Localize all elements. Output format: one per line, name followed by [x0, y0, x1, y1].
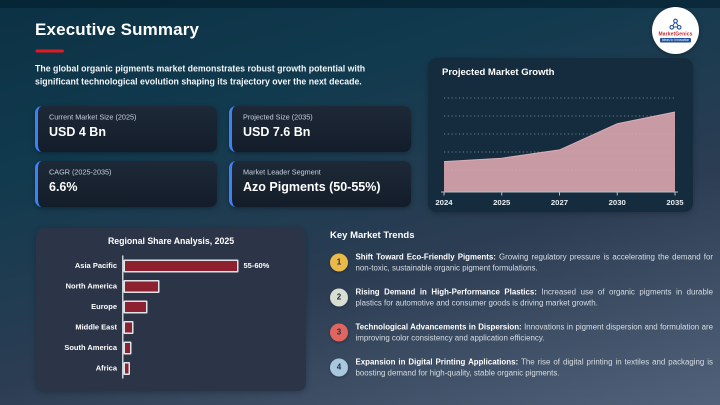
- stat-card-0: Current Market Size (2025) USD 4 Bn: [35, 106, 217, 152]
- regional-bar-chart: Asia Pacific 55-60% North America Europe Mid…: [43, 255, 296, 379]
- trend-description: Rising Demand in High-Performance Plasti…: [355, 288, 713, 308]
- projected-growth-panel: 2024 2025 2027 2030 2035 Projected Market Gr…: [428, 58, 693, 212]
- bar-row-africa: Africa: [43, 358, 296, 379]
- bar-row-europe: Europe: [43, 296, 296, 317]
- bar-fill: [123, 279, 160, 293]
- stat-card-label: CAGR (2025-2035): [49, 168, 112, 177]
- stat-card-value: Azo Pigments (50-55%): [243, 180, 381, 194]
- stat-card-value: USD 7.6 Bn: [243, 125, 311, 139]
- trend-number-badge: 2: [330, 288, 348, 307]
- bar-label: Middle East: [75, 323, 117, 332]
- x-axis-label: 2025: [493, 198, 511, 207]
- trend-item-2: 2 Rising Demand in High-Performance Plast…: [330, 287, 713, 309]
- x-axis-label: 2030: [609, 198, 626, 207]
- trend-number-badge: 1: [330, 253, 348, 272]
- page-title: Executive Summary: [35, 20, 200, 39]
- bar-fill: [123, 259, 239, 273]
- bar-label: Africa: [95, 364, 117, 373]
- bar-value-label: 55-60%: [243, 261, 270, 271]
- stat-card-value: USD 4 Bn: [49, 125, 106, 139]
- trends-heading: Key Market Trends: [330, 230, 415, 241]
- bar-label: South America: [64, 343, 117, 353]
- trend-description: Shift Toward Eco-Friendly Pigments: Grow…: [355, 253, 714, 273]
- bar-fill: [123, 341, 132, 355]
- bar-track: [122, 276, 296, 297]
- logo-brand-text: MarketGenics: [658, 31, 693, 38]
- trend-number-badge: 3: [330, 323, 348, 342]
- bar-track: 55-60%: [122, 255, 296, 276]
- bar-label: Asia Pacific: [74, 261, 117, 271]
- growth-chart-title: Projected Market Growth: [442, 67, 555, 78]
- trend-title: Expansion in Digital Printing Applicatio…: [355, 358, 522, 367]
- trend-title: Shift Toward Eco-Friendly Pigments:: [355, 253, 499, 262]
- stat-card-label: Projected Size (2035): [243, 113, 313, 122]
- bar-row-asia-pacific: Asia Pacific 55-60%: [43, 255, 296, 276]
- x-axis-label: 2024: [435, 198, 453, 207]
- stat-card-label: Market Leader Segment: [243, 168, 321, 177]
- projected-growth-area-chart: 2024 2025 2027 2030 2035: [435, 97, 684, 207]
- intro-paragraph: The global organic pigments market demon…: [35, 63, 366, 87]
- bar-fill: [123, 320, 134, 334]
- bar-fill: [123, 361, 131, 375]
- trend-item-1: 1 Shift Toward Eco-Friendly Pigments: Gro…: [330, 252, 713, 274]
- x-axis-label: 2035: [666, 198, 684, 207]
- bar-fill: [123, 300, 148, 314]
- stat-card-value: 6.6%: [49, 180, 78, 194]
- bar-row-middle-east: Middle East: [43, 317, 296, 338]
- trend-description: Expansion in Digital Printing Applicatio…: [355, 358, 714, 378]
- x-axis-label: 2027: [551, 198, 568, 207]
- stat-card-2: CAGR (2025-2035) 6.6%: [35, 161, 217, 207]
- trend-list: 1 Shift Toward Eco-Friendly Pigments: Gro…: [330, 252, 713, 379]
- bar-row-north-america: North America: [43, 276, 296, 297]
- stat-card-3: Market Leader Segment Azo Pigments (50-55…: [229, 161, 411, 207]
- bar-track: [122, 337, 296, 358]
- trend-title: Rising Demand in High-Performance Plasti…: [355, 288, 542, 297]
- molecule-icon: [669, 18, 682, 30]
- trend-item-3: 3 Technological Advancements in Dispersio…: [330, 322, 713, 344]
- logo-tagline: Ideas to Innovation: [659, 38, 692, 43]
- title-underline: [35, 49, 64, 53]
- bar-track: [122, 317, 296, 338]
- trend-title: Technological Advancements in Dispersion…: [355, 323, 525, 332]
- trend-item-4: 4 Expansion in Digital Printing Applicati…: [330, 357, 713, 379]
- bar-label: Europe: [91, 302, 117, 312]
- stat-card-1: Projected Size (2035) USD 7.6 Bn: [229, 106, 411, 152]
- regional-chart-title: Regional Share Analysis, 2025: [107, 236, 235, 246]
- stat-cards-grid: Current Market Size (2025) USD 4 Bn Projec…: [35, 106, 411, 207]
- company-logo: MarketGenics Ideas to Innovation: [652, 7, 699, 54]
- trend-description: Technological Advancements in Dispersion…: [355, 323, 714, 343]
- bar-row-south-america: South America: [43, 337, 296, 358]
- bar-label: North America: [65, 282, 117, 291]
- top-accent-strip: [0, 0, 720, 8]
- trend-number-badge: 4: [330, 358, 348, 377]
- regional-share-panel: Regional Share Analysis, 2025 Asia Pacif…: [36, 228, 306, 391]
- bar-track: [122, 358, 296, 379]
- key-market-trends-section: Key Market Trends 1 Shift Toward Eco-Frie…: [330, 230, 713, 379]
- stat-card-label: Current Market Size (2025): [49, 113, 137, 122]
- bar-track: [122, 296, 296, 317]
